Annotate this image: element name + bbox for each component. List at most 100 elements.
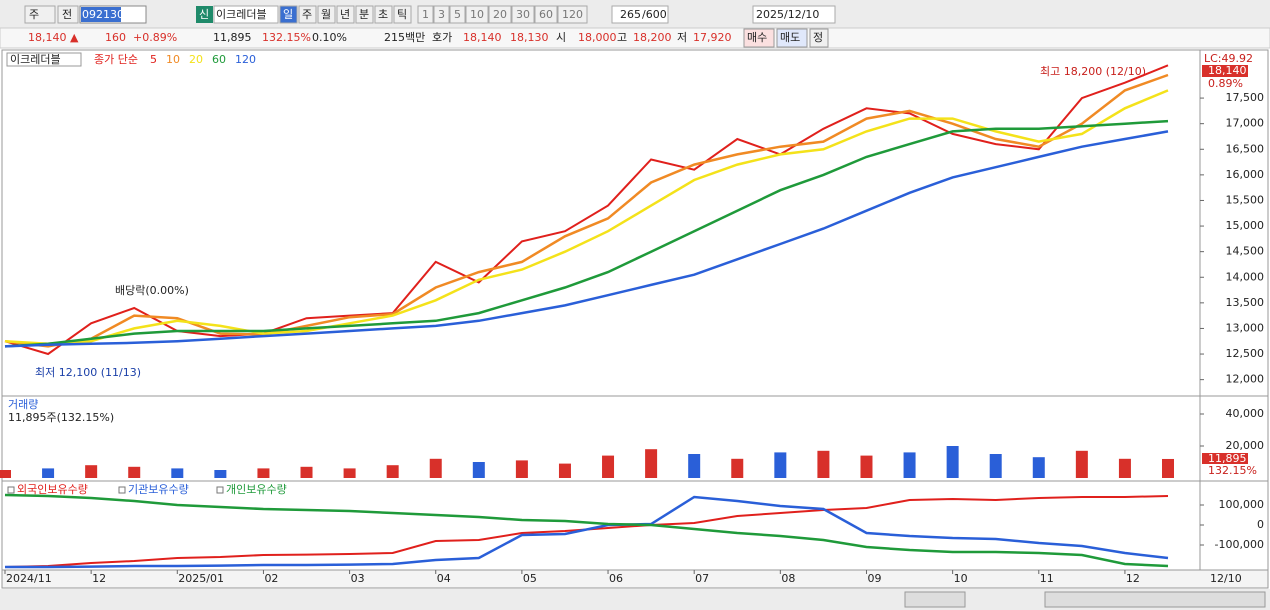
interval-button[interactable] [465,5,489,24]
interval-button[interactable] [511,5,535,24]
x-tick-label: 04 [437,572,451,585]
period-button[interactable] [374,5,393,24]
legend-swatch [7,486,15,494]
legend-entry: 10 [166,53,180,66]
series-line [4,493,1169,568]
period: 월 [321,8,331,21]
cursor-date: 12/10 [1210,572,1242,585]
code: 092130 [82,8,124,21]
volume-bar [731,458,744,478]
order-button-label: 정 [813,31,823,44]
y-tick-label: 15,500 [1226,193,1265,206]
count-box[interactable] [611,5,669,24]
interval: 3 [438,8,445,21]
order-button[interactable] [743,28,775,48]
period-button[interactable] [355,5,374,24]
price: 18,140 ▲ [28,31,79,44]
x-tick-label: 12 [92,572,106,585]
open-label: 시 [556,31,566,44]
x-tick-label: 03 [351,572,365,585]
order-button[interactable] [809,28,829,48]
zoom-tools[interactable] [1044,591,1266,608]
order-button-label: 매수 [747,31,767,44]
period-button[interactable] [298,5,317,24]
change-pct: +0.89% [133,31,177,44]
date-box[interactable] [752,5,836,24]
x-tick-label: 12 [1126,572,1140,585]
interval-button[interactable] [557,5,588,24]
period: 주 [302,8,312,21]
x-tick-label: 2025/01 [178,572,224,585]
legend-entry: 120 [235,53,256,66]
prev-button[interactable] [57,5,79,24]
last-price-box [1202,65,1248,77]
title-box [6,52,82,67]
interval-button[interactable] [534,5,558,24]
series-line [4,64,1169,356]
period: 분 [359,8,369,21]
interval: 60 [539,8,553,21]
volume-bar [688,454,701,478]
high-label: 고 [617,31,627,44]
y-tick-label: 12,000 [1226,373,1265,386]
info-bg [0,27,1270,49]
y-tick-label: 16,500 [1226,142,1265,155]
turnover: 0.10% [312,31,347,44]
last-volume-pct: 132.15% [1208,464,1257,477]
order-button-label: 매도 [780,31,800,44]
legend-entry: 20 [189,53,203,66]
legend-entry: 60 [212,53,226,66]
volume-bar [817,450,830,478]
volume-bar [0,470,11,478]
legend-prefix: 종가 단순 [94,53,138,66]
volume-bar [1162,458,1174,478]
y-tick-label: 17,500 [1226,91,1265,104]
last-change: 0.89% [1208,77,1243,90]
change: 160 [105,31,126,44]
date: 2025/12/10 [756,8,819,21]
interval: 1 [422,8,429,21]
volume-bar [602,455,615,478]
interval-button[interactable] [488,5,512,24]
interval: 10 [470,8,484,21]
x-tick-label: 2024/11 [6,572,52,585]
count: 265 [620,8,641,21]
volume-bar [1032,457,1045,478]
series-line [4,89,1169,346]
high-note: 최고 18,200 (12/10) [1040,65,1146,78]
open: 18,000 [578,31,617,44]
last-volume-box [1202,453,1248,464]
new-badge [196,6,213,23]
y-tick-label: 20,000 [1226,439,1265,452]
volume-bar [429,458,442,478]
prev: 전 [62,8,72,21]
period-button[interactable] [393,5,412,24]
y-tick-label: -100,000 [1215,538,1264,551]
interval-button[interactable] [449,5,466,24]
period: 일 [283,7,293,21]
volume-title: 거래량 [8,398,38,411]
volume-bar [860,455,873,478]
interval-button[interactable] [433,5,450,24]
volume-bar [343,468,356,478]
period-select[interactable] [24,5,56,24]
volume-bar [257,468,270,478]
y-tick-label: 40,000 [1226,407,1265,420]
scroll-buttons[interactable] [904,591,966,608]
legend-entry: 기관보유수량 [128,483,189,496]
interval-button[interactable] [417,5,434,24]
x-axis-bg [1,569,1269,589]
period: 초 [378,8,388,21]
period-button[interactable] [336,5,355,24]
volume-bar [214,470,227,478]
volume-bar [128,466,141,478]
low-note: 최저 12,100 (11/13) [35,366,141,379]
interval: 5 [454,8,461,21]
period-button[interactable] [279,5,298,24]
period-button[interactable] [317,5,336,24]
dividend-note: 배당락(0.00%) [115,284,189,297]
interval: 30 [516,8,530,21]
y-tick-label: 12,500 [1226,347,1265,360]
order-button[interactable] [776,28,808,48]
